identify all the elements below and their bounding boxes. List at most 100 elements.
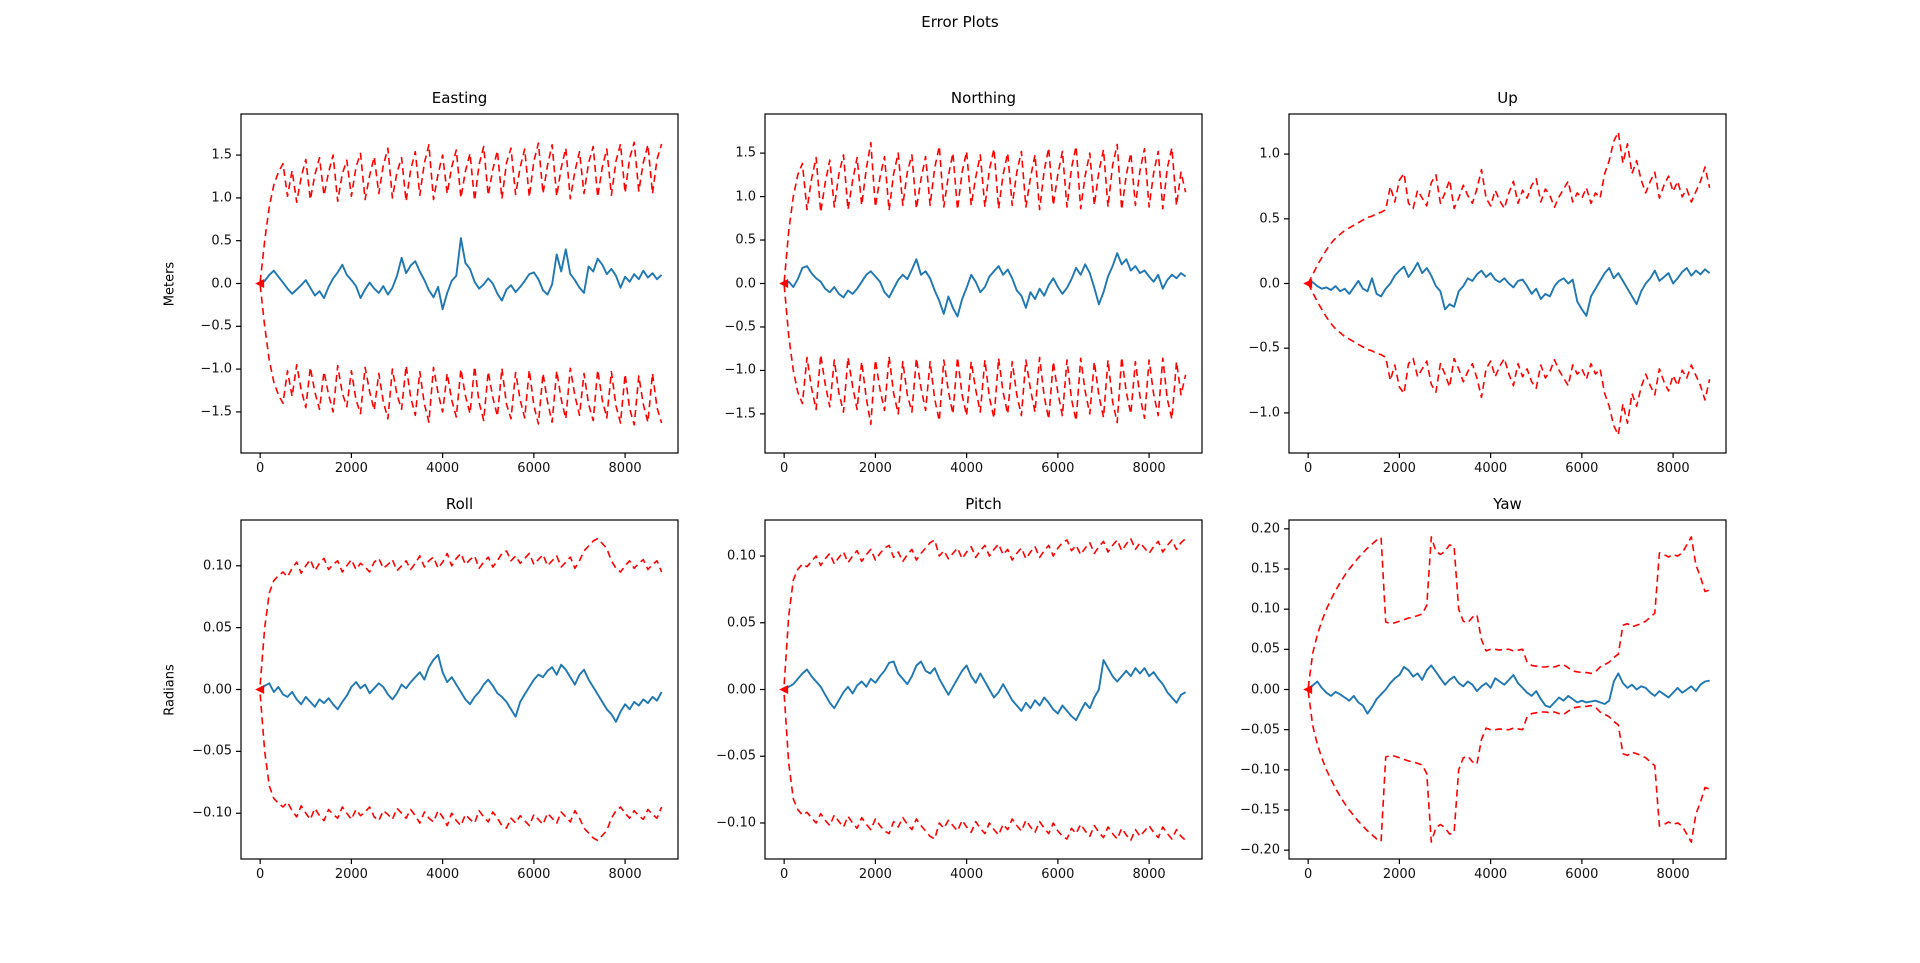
y-tick-label: 1.5: [735, 145, 756, 161]
x-tick-label: 0: [256, 867, 265, 882]
series-error: [1307, 664, 1710, 715]
y-tick-label: 0.0: [735, 276, 756, 291]
x-tick-label: 0: [256, 461, 265, 476]
subplot-title-northing: Northing: [950, 89, 1017, 107]
series-sigma_lower: [783, 285, 1187, 426]
y-tick-label: 0.00: [727, 682, 756, 697]
y-tick-label: 0.15: [1251, 561, 1280, 577]
y-tick-label: 0.00: [203, 682, 232, 697]
x-tick-label: 4000: [1474, 867, 1508, 882]
x-tick-label: 8000: [1132, 867, 1166, 882]
y-tick-label: −1.0: [1248, 405, 1280, 421]
y-tick-label: 0.10: [1251, 601, 1280, 617]
x-tick-label: 0: [1304, 867, 1313, 882]
y-tick-label: 0.5: [735, 232, 756, 248]
x-tick-label: 2000: [858, 461, 892, 476]
y-tick-label: −0.10: [192, 805, 232, 821]
y-tick-label: −0.05: [716, 748, 756, 764]
x-tick-label: 4000: [950, 867, 984, 882]
y-tick-label: −1.5: [724, 406, 756, 422]
series-sigma_lower: [259, 285, 663, 426]
axes-frame: [240, 113, 679, 454]
series-error: [783, 252, 1187, 318]
x-tick-label: 2000: [858, 867, 892, 882]
axes-frame: [764, 519, 1203, 860]
y-tick-label: −0.5: [200, 318, 232, 334]
x-tick-label: 0: [1304, 461, 1313, 476]
x-tick-label: 8000: [1656, 461, 1690, 476]
y-tick-label: 0.20: [1251, 521, 1280, 537]
x-tick-label: 2000: [334, 867, 368, 882]
series-sigma_lower: [1307, 283, 1711, 436]
y-tick-label: 1.5: [211, 147, 232, 163]
y-tick-label: −0.15: [1240, 802, 1280, 818]
subplot-title-pitch: Pitch: [965, 495, 1002, 513]
subplot-title-easting: Easting: [431, 89, 488, 107]
axes-frame: [764, 113, 1203, 454]
x-tick-label: 6000: [517, 461, 551, 476]
x-tick-label: 2000: [334, 461, 368, 476]
y-tick-label: −0.05: [192, 743, 232, 759]
series-sigma_lower: [259, 694, 663, 842]
x-tick-label: 6000: [1565, 867, 1599, 882]
y-axis-label-radians: Radians: [162, 664, 178, 716]
x-tick-label: 6000: [1565, 461, 1599, 476]
subplot-title-up: Up: [1497, 89, 1518, 107]
y-tick-label: −0.5: [724, 319, 756, 335]
x-tick-label: 6000: [1041, 867, 1075, 882]
x-tick-label: 0: [780, 461, 789, 476]
axes-frame: [1288, 519, 1727, 860]
y-tick-label: −1.5: [200, 404, 232, 420]
y-tick-label: −0.5: [1248, 340, 1280, 356]
y-tick-label: 0.5: [1259, 211, 1280, 227]
series-error: [783, 659, 1187, 722]
y-tick-label: 0.10: [727, 548, 756, 564]
y-tick-label: 1.0: [1259, 146, 1280, 162]
y-tick-label: 1.0: [211, 190, 232, 206]
x-tick-label: 2000: [1382, 461, 1416, 476]
y-tick-label: −0.20: [1240, 842, 1280, 858]
series-sigma_lower: [783, 694, 1187, 842]
origin-marker-icon: [779, 279, 789, 288]
x-tick-label: 4000: [426, 461, 460, 476]
y-tick-label: −1.0: [724, 362, 756, 378]
y-tick-label: −0.10: [716, 815, 756, 831]
x-tick-label: 0: [780, 867, 789, 882]
subplot-title-roll: Roll: [445, 495, 474, 513]
series-sigma_upper: [259, 141, 663, 282]
x-tick-label: 6000: [1041, 461, 1075, 476]
x-tick-label: 6000: [517, 867, 551, 882]
x-tick-label: 8000: [1132, 461, 1166, 476]
subplot-title-yaw: Yaw: [1493, 495, 1522, 513]
figure-title: Error Plots: [921, 13, 999, 31]
series-sigma_upper: [259, 537, 663, 685]
x-tick-label: 8000: [608, 461, 642, 476]
y-tick-label: 0.05: [1251, 641, 1280, 657]
y-tick-label: 0.05: [727, 615, 756, 631]
x-tick-label: 8000: [608, 867, 642, 882]
y-tick-label: 1.0: [735, 189, 756, 205]
series-sigma_upper: [1307, 536, 1710, 689]
x-tick-label: 4000: [426, 867, 460, 882]
x-tick-label: 2000: [1382, 867, 1416, 882]
y-tick-label: −1.0: [200, 361, 232, 377]
axes-frame: [1288, 113, 1727, 454]
y-tick-label: 0.10: [203, 558, 232, 574]
series-sigma_upper: [1307, 131, 1711, 284]
series-sigma_upper: [783, 141, 1187, 282]
origin-marker-icon: [1303, 685, 1313, 694]
series-sigma_upper: [783, 537, 1187, 685]
y-axis-label-meters: Meters: [162, 261, 178, 307]
y-tick-label: 0.0: [1259, 276, 1280, 291]
origin-marker-icon: [779, 685, 789, 694]
series-error: [259, 653, 663, 723]
series-error: [259, 237, 663, 311]
y-tick-label: 0.5: [211, 233, 232, 249]
series-error: [1307, 261, 1711, 317]
x-tick-label: 4000: [1474, 461, 1508, 476]
y-tick-label: −0.10: [1240, 762, 1280, 778]
y-tick-label: 0.05: [203, 620, 232, 636]
x-tick-label: 4000: [950, 461, 984, 476]
